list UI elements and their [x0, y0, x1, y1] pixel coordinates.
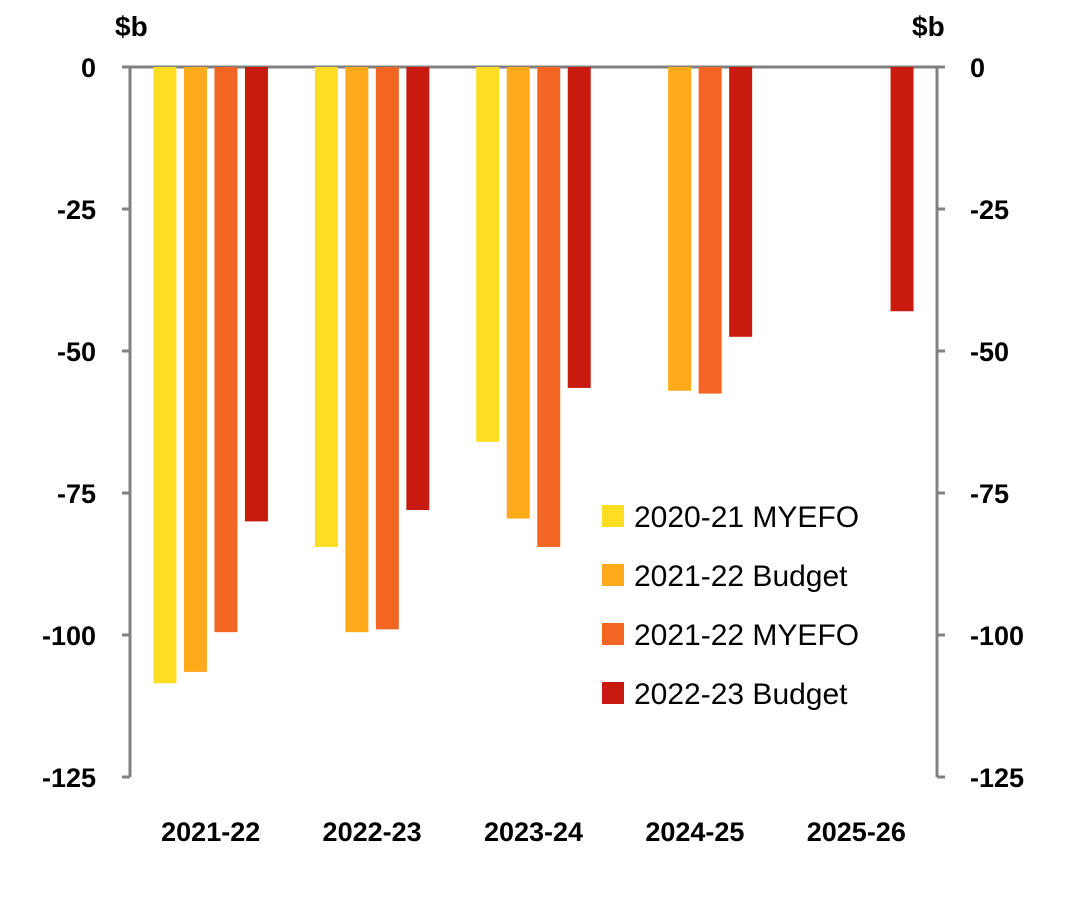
y-tick-label-left: -125 — [42, 763, 96, 793]
y-tick-label-right: -75 — [970, 479, 1009, 509]
y-tick-label-left: -100 — [42, 621, 96, 651]
y-tick-label-left: -75 — [57, 479, 96, 509]
tick-labels: 0 0 -25 -25 -50 -50 -75 -75 -100 -100 -125 -125 — [42, 53, 1024, 793]
bar — [375, 67, 399, 630]
y-tick-label-left: -25 — [57, 195, 96, 225]
bar — [537, 67, 561, 547]
y-axis-unit-left: $b — [115, 11, 148, 42]
legend-swatch — [602, 682, 624, 704]
bar — [698, 67, 722, 394]
legend-label: 2021-22 MYEFO — [634, 619, 859, 652]
x-category-label: 2021-22 — [161, 817, 260, 847]
legend-label: 2020-21 MYEFO — [634, 501, 859, 534]
y-tick-label-left: 0 — [81, 53, 96, 83]
bar — [890, 67, 914, 312]
bar — [345, 67, 369, 633]
x-category-label: 2023-24 — [484, 817, 583, 847]
bar — [244, 67, 268, 522]
y-tick-label-right: -125 — [970, 763, 1024, 793]
y-tick-label-right: -100 — [970, 621, 1024, 651]
x-category-label: 2022-23 — [323, 817, 422, 847]
y-tick-label-left: -50 — [57, 337, 96, 367]
legend-swatch — [602, 505, 624, 527]
y-tick-label-right: -50 — [970, 337, 1009, 367]
bar — [506, 67, 530, 519]
bar — [567, 67, 591, 388]
bar — [314, 67, 338, 547]
legend-swatch — [602, 564, 624, 586]
x-category-label: 2025-26 — [807, 817, 906, 847]
bar — [183, 67, 207, 672]
bar — [476, 67, 500, 442]
y-tick-label-right: 0 — [970, 53, 985, 83]
bar — [406, 67, 430, 511]
legend-swatch — [602, 623, 624, 645]
bar — [153, 67, 177, 684]
bar — [668, 67, 692, 391]
category-labels: 2021-22 2022-23 2023-24 2024-25 2025-26 — [161, 817, 906, 847]
y-axis-unit-right: $b — [912, 11, 945, 42]
x-category-label: 2024-25 — [645, 817, 744, 847]
bar — [729, 67, 753, 337]
legend-label: 2021-22 Budget — [634, 560, 848, 593]
bars — [153, 67, 914, 684]
bar — [214, 67, 238, 633]
y-tick-label-right: -25 — [970, 195, 1009, 225]
legend-label: 2022-23 Budget — [634, 678, 848, 711]
legend: 2020-21 MYEFO 2021-22 Budget 2021-22 MYEFO… — [602, 501, 859, 711]
